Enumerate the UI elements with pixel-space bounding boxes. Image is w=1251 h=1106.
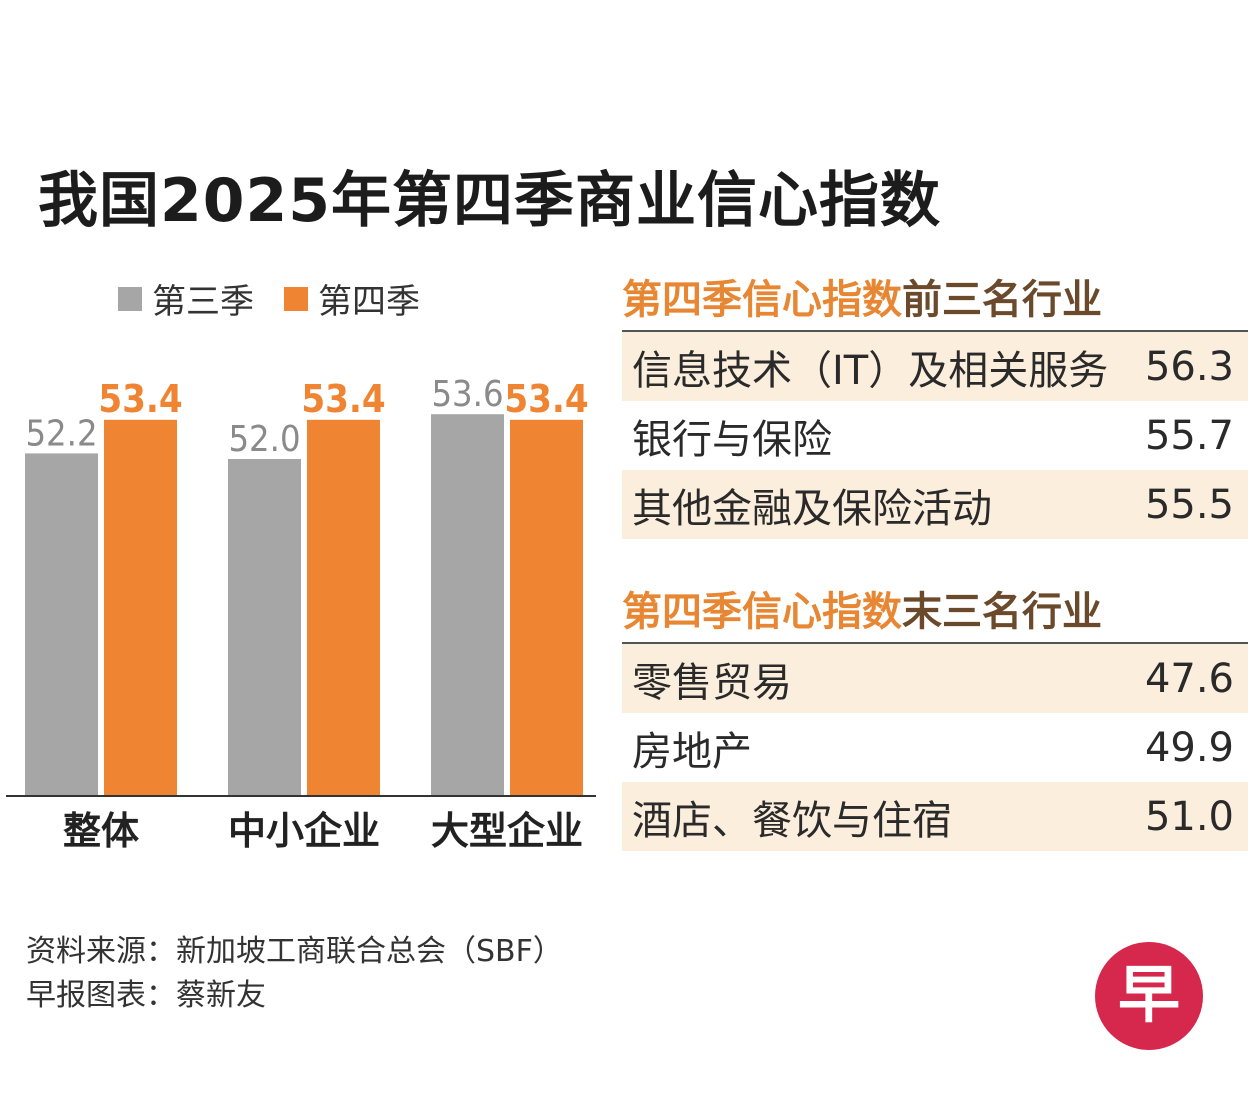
top-heading-highlight: 第四季信心指数 [622,277,902,323]
bottom-row-3-label: 酒店、餐饮与住宿 [632,797,952,844]
bottom-row-1-label: 零售贸易 [632,659,792,706]
bottom-heading-highlight: 第四季信心指数 [622,589,902,635]
category-label-1: 中小企业 [228,809,380,853]
bar-q3-1 [228,459,301,795]
data-label-q4-1: 53.4 [301,377,385,421]
top-row-1-label: 信息技术（IT）及相关服务 [632,347,1109,394]
top-row-1-value: 56.3 [1144,343,1234,390]
source-line: 资料来源：新加坡工商联合总会（SBF） [26,934,563,969]
top-industries-panel: 第四季信心指数前三名行业 信息技术（IT）及相关服务 56.3 银行与保险 55… [622,280,1248,539]
bottom-heading-rest: 末三名行业 [902,589,1102,635]
bottom-row-2-label: 房地产 [632,728,752,775]
data-label-q3-2: 53.6 [431,374,503,415]
bottom-row-3: 酒店、餐饮与住宿 51.0 [622,782,1248,851]
data-label-q3-0: 52.2 [25,413,97,454]
legend-swatch-q4 [284,286,308,311]
category-label-2: 大型企业 [431,809,583,853]
data-label-q4-0: 53.4 [98,377,182,421]
bar-q3-0 [25,453,98,795]
bottom-row-3-value: 51.0 [1144,793,1234,840]
top-row-1: 信息技术（IT）及相关服务 56.3 [622,332,1248,401]
top-row-3: 其他金融及保险活动 55.5 [622,470,1248,539]
top-panel-heading: 第四季信心指数前三名行业 [622,280,1248,332]
legend-swatch-q3 [118,286,142,311]
bottom-row-2: 房地产 49.9 [622,713,1248,782]
bar-q3-2 [431,414,504,795]
bottom-panel-heading: 第四季信心指数末三名行业 [622,592,1248,644]
bottom-row-2-value: 49.9 [1144,724,1234,771]
bar-q4-1 [307,419,380,795]
legend-item-q3: 第三季 [118,274,254,323]
bar-q4-0 [104,419,177,795]
bar-q4-2 [510,419,583,795]
top-row-2-value: 55.7 [1144,412,1234,459]
top-heading-rest: 前三名行业 [902,277,1102,323]
chart-title: 我国2025年第四季商业信心指数 [38,166,941,236]
source-credits: 资料来源：新加坡工商联合总会（SBF） 早报图表：蔡新友 [26,930,563,1018]
bottom-row-1: 零售贸易 47.6 [622,644,1248,713]
legend-item-q4: 第四季 [284,274,420,323]
legend-label-q3: 第三季 [152,282,254,322]
data-label-q3-1: 52.0 [228,419,300,460]
bottom-industries-panel: 第四季信心指数末三名行业 零售贸易 47.6 房地产 49.9 酒店、餐饮与住宿… [622,592,1248,851]
top-row-3-value: 55.5 [1144,481,1234,528]
logo-char: 早 [1118,958,1180,1031]
bottom-row-1-value: 47.6 [1144,655,1234,702]
data-label-q4-2: 53.4 [504,377,588,421]
category-label-0: 整体 [63,809,139,853]
chart-legend: 第三季 第四季 [118,274,450,323]
graphic-credit-line: 早报图表：蔡新友 [26,978,266,1013]
top-row-2-label: 银行与保险 [632,416,832,463]
top-row-3-label: 其他金融及保险活动 [632,485,992,532]
top-row-2: 银行与保险 55.7 [622,401,1248,470]
legend-label-q4: 第四季 [318,282,420,322]
zaobao-logo-icon: 早 [1095,942,1203,1050]
